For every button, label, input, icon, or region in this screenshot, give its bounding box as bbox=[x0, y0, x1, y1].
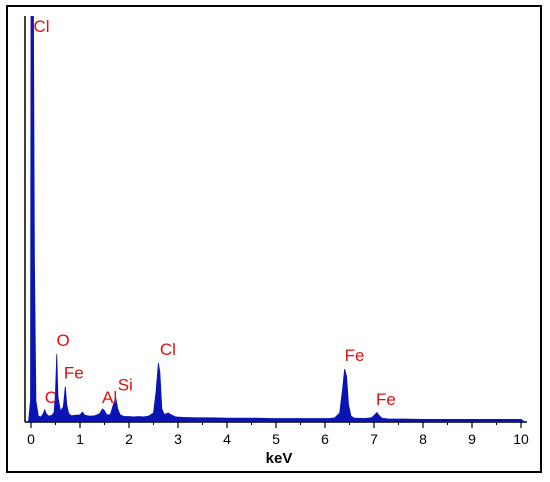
x-tick-label: 8 bbox=[419, 431, 427, 447]
x-tick-label: 7 bbox=[370, 431, 378, 447]
x-tick-label: 4 bbox=[223, 431, 231, 447]
x-axis-label: keV bbox=[266, 450, 293, 467]
x-tick-label: 5 bbox=[272, 431, 280, 447]
peak-label: Fe bbox=[64, 363, 84, 382]
x-tick-label: 9 bbox=[468, 431, 476, 447]
peak-label: C bbox=[45, 388, 57, 407]
x-tick-label: 3 bbox=[174, 431, 182, 447]
peak-label: Si bbox=[118, 376, 133, 395]
spectrum-area bbox=[28, 15, 525, 422]
x-tick-label: 1 bbox=[76, 431, 84, 447]
peak-label: Fe bbox=[345, 346, 365, 365]
peak-label: Al bbox=[102, 388, 117, 407]
peak-label: Fe bbox=[376, 390, 396, 409]
peak-label: Cl bbox=[33, 17, 49, 36]
spectrum-series bbox=[28, 15, 525, 422]
peak-label: O bbox=[56, 331, 69, 350]
x-ticks: 0 1 2 3 4 5 6 7 8 9 10 bbox=[27, 422, 529, 447]
chart-frame bbox=[6, 5, 542, 473]
x-tick-label: 2 bbox=[125, 431, 133, 447]
axes bbox=[24, 16, 527, 423]
x-tick-label: 0 bbox=[27, 431, 35, 447]
peak-label: Cl bbox=[160, 340, 176, 359]
x-tick-label: 6 bbox=[321, 431, 329, 447]
x-tick-label: 10 bbox=[513, 431, 529, 447]
